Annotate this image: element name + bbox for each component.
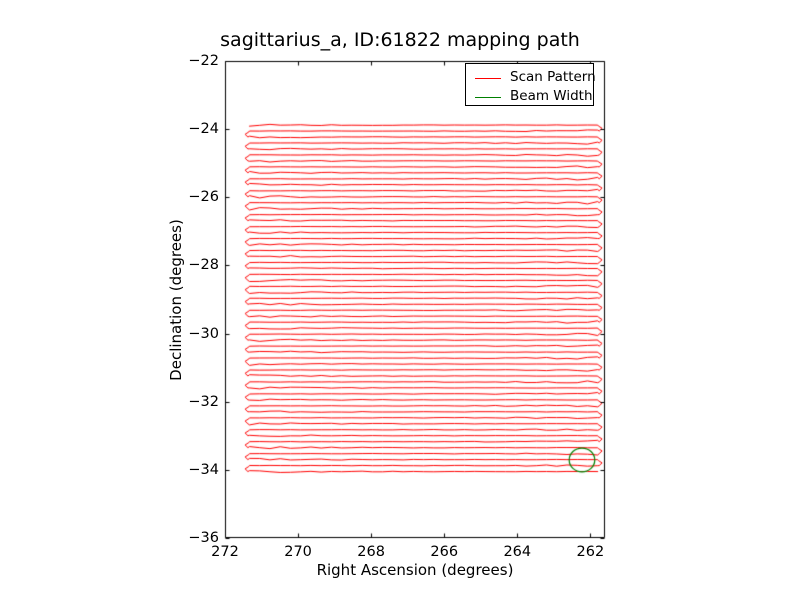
legend-entry: Scan Pattern	[466, 69, 596, 87]
y-tick-label: −24	[188, 121, 219, 138]
y-tick-label: −26	[188, 189, 219, 206]
x-axis-label: Right Ascension (degrees)	[316, 561, 514, 579]
legend-label: Beam Width	[510, 88, 593, 105]
x-tick-label: 272	[211, 544, 239, 560]
y-tick-label: −32	[188, 393, 219, 410]
x-tick-label: 264	[503, 544, 532, 560]
y-tick-label: −22	[188, 53, 219, 69]
chart-legend: Scan Pattern Beam Width	[465, 63, 596, 106]
y-tick-label: −28	[188, 257, 219, 274]
legend-label: Scan Pattern	[510, 69, 596, 86]
x-tick-label: 266	[430, 544, 459, 560]
x-tick-label: 262	[576, 544, 605, 560]
legend-swatch-beam-width	[475, 96, 501, 98]
x-tick-label: 270	[284, 544, 312, 560]
legend-swatch-scan-pattern	[475, 77, 501, 79]
y-tick-label: −36	[188, 530, 219, 546]
chart-title: sagittarius_a, ID:61822 mapping path	[220, 29, 580, 51]
legend-entry: Beam Width	[466, 88, 593, 106]
y-tick-label: −30	[188, 325, 219, 342]
y-axis-label: Declination (degrees)	[167, 219, 185, 381]
y-tick-label: −34	[188, 461, 219, 478]
x-tick-label: 268	[357, 544, 385, 560]
